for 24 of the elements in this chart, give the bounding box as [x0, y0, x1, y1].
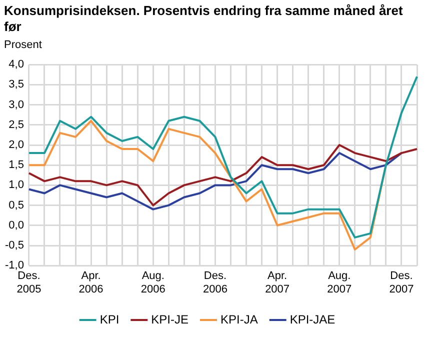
x-tick-label: Apr. 2006 — [78, 270, 104, 296]
y-tick-label: 4,0 — [8, 58, 24, 71]
y-tick-label: 1,5 — [8, 159, 24, 172]
x-tick-label: Des. 2006 — [202, 270, 228, 296]
y-tick-label: 2,5 — [8, 118, 24, 131]
y-tick-label: 3,0 — [8, 98, 24, 111]
y-tick-label: 0,0 — [8, 219, 24, 232]
y-tick-label: 0,5 — [8, 199, 24, 212]
y-tick-label: -1,0 — [4, 260, 24, 272]
legend-label: KPI — [100, 312, 120, 326]
y-tick-label: 1,0 — [8, 179, 24, 192]
y-tick-label: 3,5 — [8, 78, 24, 91]
x-tick-label: Apr. 2007 — [265, 270, 290, 296]
x-tick-label: Des. 2007 — [389, 270, 414, 296]
legend-label: KPI-JA — [220, 312, 258, 326]
x-tick-label: Aug. 2007 — [327, 270, 352, 296]
chart-title: Konsumprisindeksen. Prosentvis endring fra samme måned året før — [3, 2, 404, 35]
x-tick-label: Aug. 2006 — [140, 270, 166, 296]
y-axis-title: Prosent — [3, 38, 43, 53]
legend-label: KPI-JAE — [290, 312, 336, 326]
legend-label: KPI-JE — [151, 312, 188, 326]
y-tick-label: 2,0 — [8, 139, 24, 152]
y-tick-label: -0,5 — [4, 240, 24, 252]
x-tick-label: Des. 2005 — [16, 270, 42, 296]
